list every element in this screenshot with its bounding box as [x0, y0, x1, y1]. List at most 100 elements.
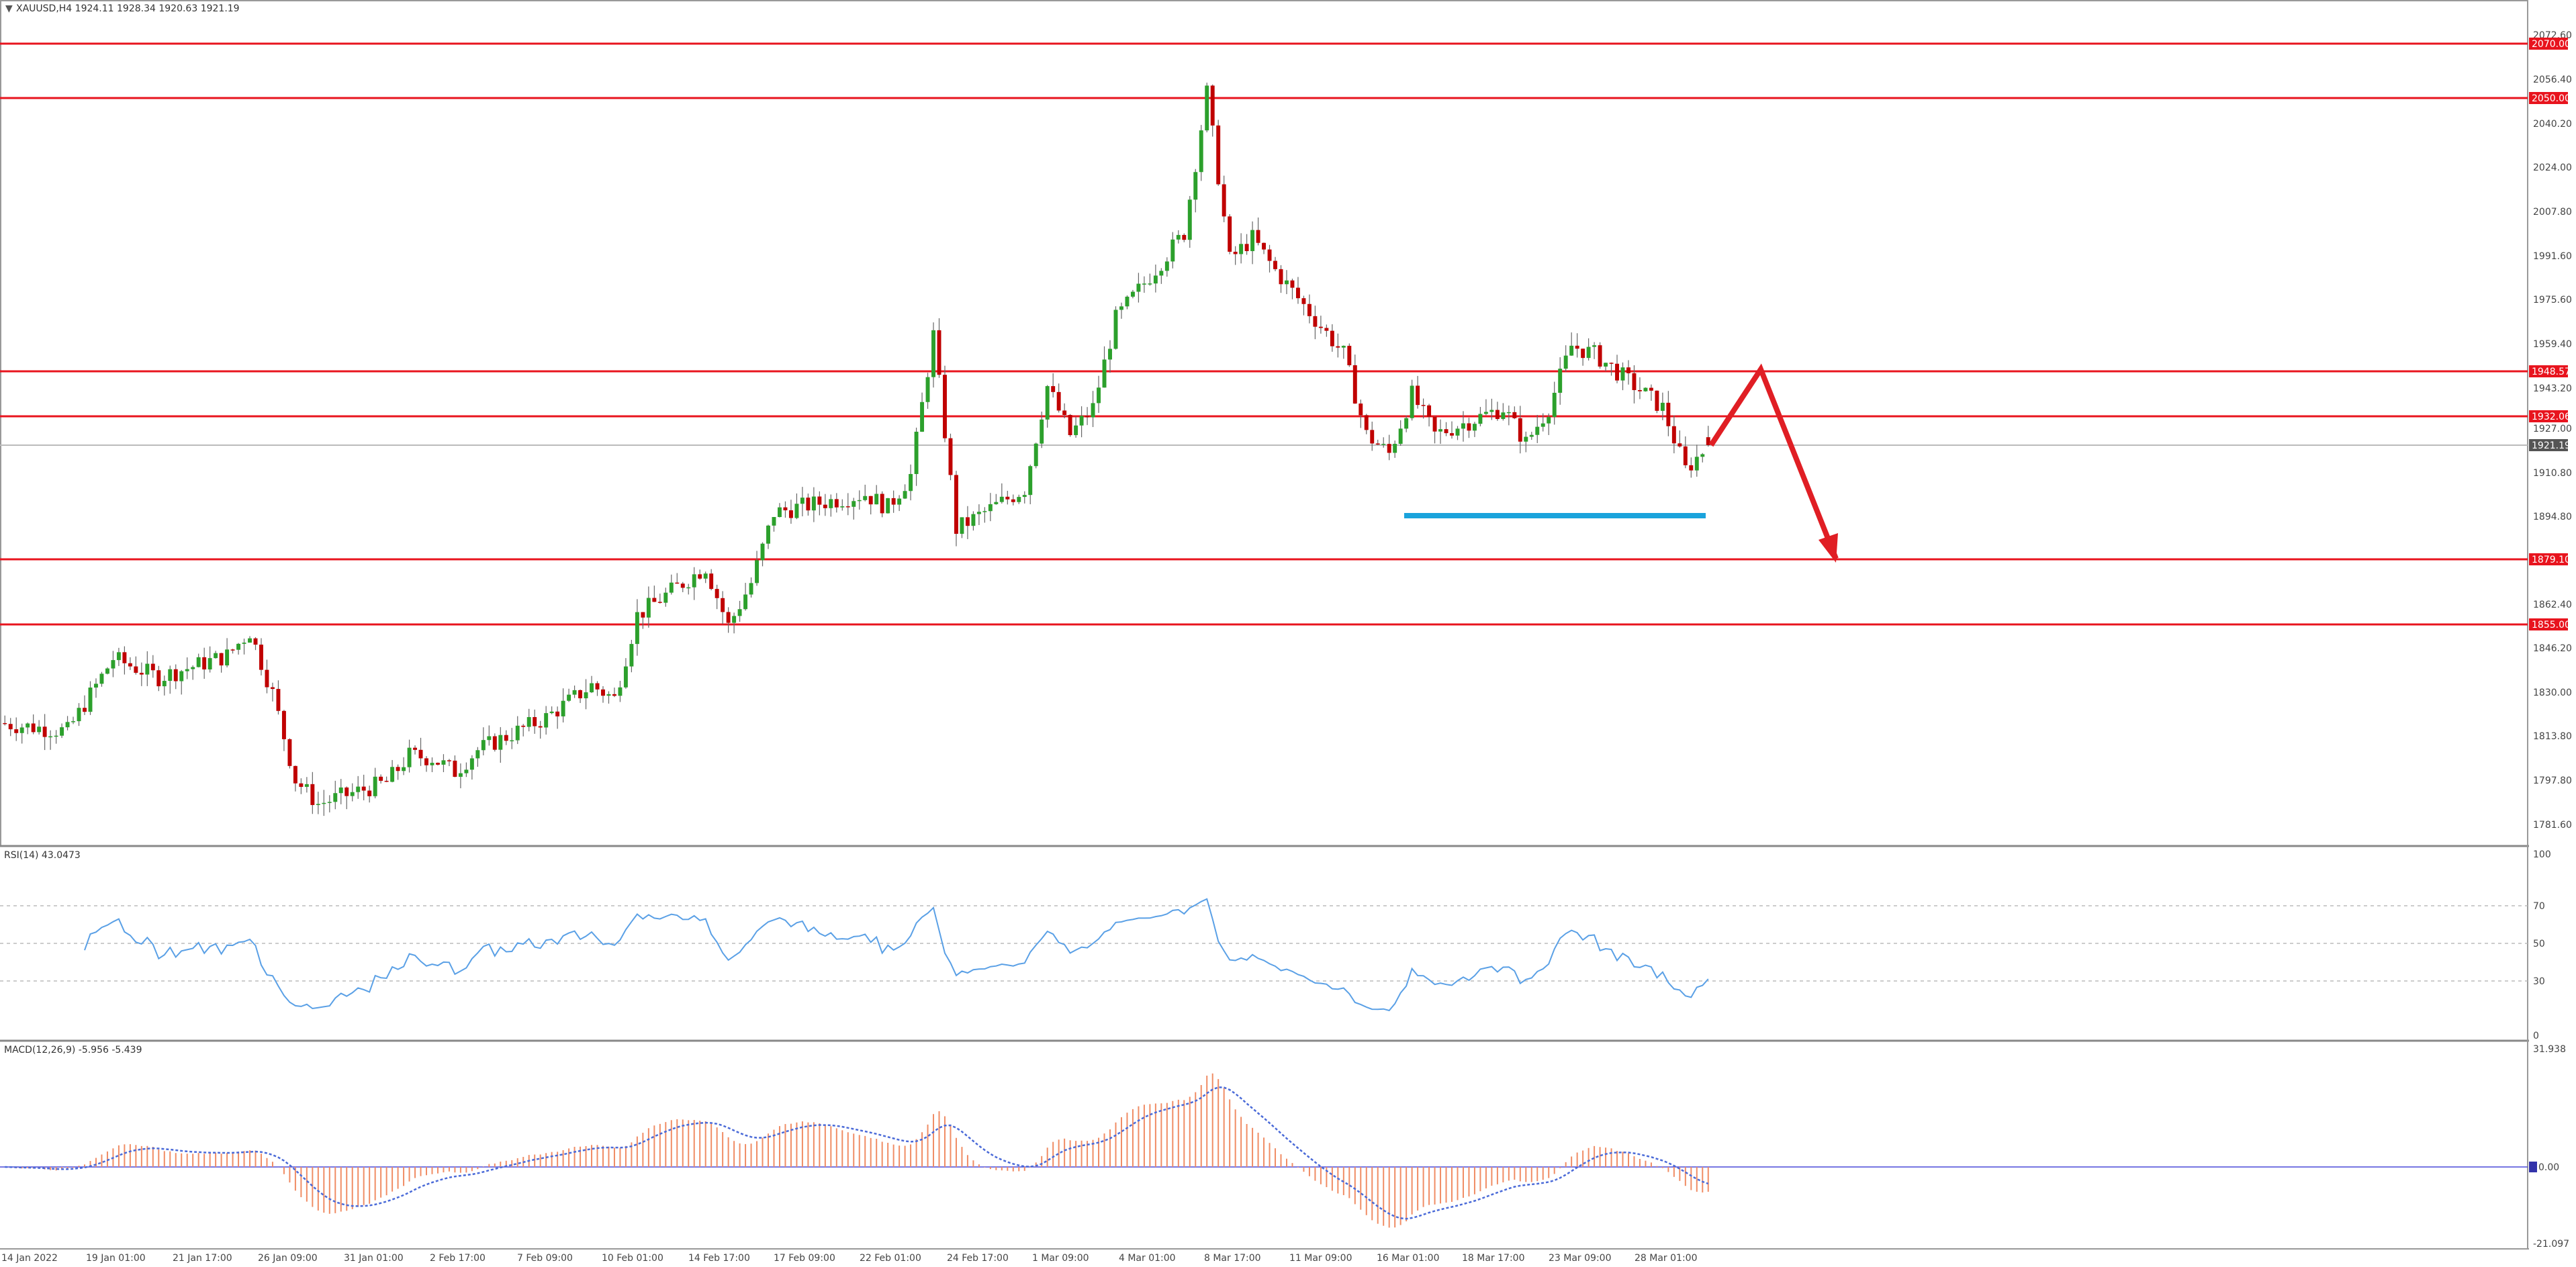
time-tick-label: 28 Mar 01:00 [1635, 1253, 1697, 1264]
candle-body [88, 688, 93, 712]
time-tick-label: 23 Mar 09:00 [1549, 1253, 1611, 1264]
candle-body [1398, 428, 1403, 444]
candle-body [811, 496, 816, 511]
candle-body [1512, 412, 1517, 418]
price-tick-label: 2007.80 [2533, 207, 2572, 218]
time-axis-labels: 14 Jan 2022 19 Jan 01:00 21 Jan 17:00 26… [1, 1253, 1697, 1264]
candle-body [994, 502, 999, 504]
candle-body [1694, 457, 1699, 471]
candle-body [612, 694, 616, 696]
candle-body [299, 783, 304, 787]
candle-body [1387, 444, 1391, 453]
candle-body [743, 594, 748, 610]
candle-body [1307, 303, 1312, 316]
candle-body [521, 725, 526, 727]
price-tick-label: 2040.20 [2533, 119, 2572, 130]
candle-body [1455, 428, 1460, 436]
candle-body [1467, 423, 1471, 431]
candle-body [561, 700, 565, 716]
candle-body [788, 510, 793, 518]
candle-body [105, 668, 109, 674]
candle-body [886, 498, 890, 514]
candle-body [1649, 387, 1653, 391]
time-tick-label: 14 Jan 2022 [1, 1253, 58, 1264]
level-label-1948: 1948.57 [2529, 365, 2571, 377]
candle-body [982, 511, 987, 512]
candle-body [732, 616, 737, 623]
candle-body [794, 504, 799, 518]
time-tick-label: 11 Mar 09:00 [1289, 1253, 1352, 1264]
projection-arrow-path[interactable] [1708, 363, 1839, 560]
rsi-tick-label: 50 [2533, 939, 2545, 949]
candle-body [999, 496, 1004, 502]
candle-body [549, 711, 554, 714]
candle-body [481, 740, 486, 751]
candle-body [943, 375, 947, 438]
price-tick-label: 1813.80 [2533, 731, 2572, 742]
candle-body [663, 592, 668, 603]
candle-body [760, 543, 765, 561]
candle-body [618, 687, 623, 696]
candle-body [595, 683, 600, 690]
candle-body [208, 658, 212, 670]
candle-body [356, 786, 361, 792]
candle-body [1375, 443, 1380, 445]
macd-tick-label: -21.097 [2533, 1239, 2569, 1250]
candle-body [823, 504, 827, 508]
candle-body [800, 498, 804, 504]
price-tick-label: 1975.60 [2533, 295, 2572, 306]
candle-body [26, 723, 30, 728]
candle-body [880, 494, 884, 514]
rsi-tick-label: 0 [2533, 1031, 2539, 1041]
candle-body [1267, 249, 1272, 261]
rsi-tick-label: 70 [2533, 901, 2545, 912]
candle-body [1005, 496, 1010, 500]
svg-text:2050.00: 2050.00 [2532, 93, 2571, 104]
candle-body [772, 517, 776, 526]
candle-body [931, 330, 935, 377]
price-tick-label: 1910.80 [2533, 468, 2572, 479]
candle-body [680, 583, 685, 588]
candle-body [806, 498, 811, 511]
candle-body [1483, 412, 1488, 414]
candle-body [430, 763, 434, 765]
candle-body [1364, 415, 1369, 430]
candle-body [19, 727, 24, 733]
candle-body [1290, 280, 1295, 288]
candle-body [1040, 419, 1044, 444]
candle-body [492, 736, 497, 750]
candle-body [48, 736, 53, 738]
candle-body [293, 765, 297, 784]
candle-body [310, 784, 315, 805]
candle-body [37, 726, 42, 733]
candle-body [1569, 345, 1574, 356]
candle-body [1347, 346, 1352, 365]
candle-body [1033, 443, 1038, 467]
collapse-triangle-icon[interactable]: ▼ [5, 3, 13, 14]
candle-body [145, 663, 150, 675]
candle-body [1318, 326, 1323, 328]
candle-body [390, 767, 395, 782]
candle-body [874, 494, 879, 505]
candle-body [1250, 230, 1255, 251]
candle-body [1125, 296, 1130, 307]
price-tick-label: 1781.60 [2533, 820, 2572, 831]
time-tick-label: 26 Jan 09:00 [258, 1253, 318, 1264]
candle-body [287, 739, 292, 766]
candle-body [1632, 373, 1637, 390]
candle-body [510, 740, 514, 742]
time-tick-label: 8 Mar 17:00 [1204, 1253, 1261, 1264]
candle-body [965, 517, 970, 526]
time-tick-label: 22 Feb 01:00 [860, 1253, 921, 1264]
candle-body [635, 612, 639, 645]
time-tick-label: 10 Feb 01:00 [602, 1253, 663, 1264]
candle-body [134, 666, 138, 673]
candle-body [1581, 348, 1585, 359]
candle-body [122, 652, 127, 663]
candle-body [83, 708, 87, 712]
candle-body [960, 517, 964, 534]
level-label-2050: 2050.00 [2529, 92, 2571, 104]
time-tick-label: 19 Jan 01:00 [86, 1253, 146, 1264]
candle-body [1341, 346, 1346, 348]
